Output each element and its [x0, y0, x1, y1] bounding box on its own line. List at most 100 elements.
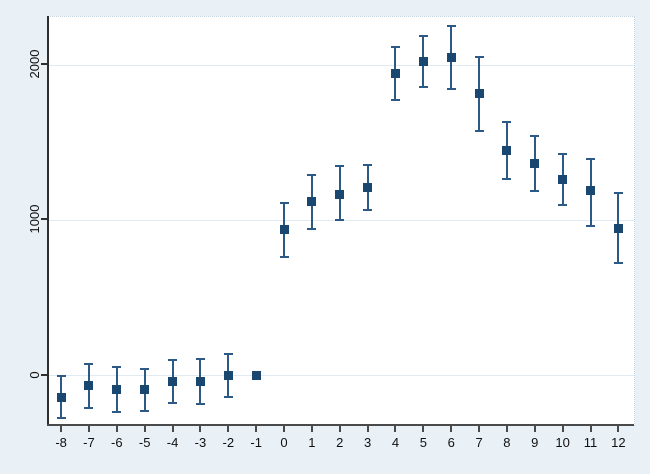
ci-cap-lower-t-3 [195, 402, 205, 405]
y-tick-0 [41, 373, 47, 376]
ci-cap-lower-t4 [390, 99, 400, 102]
ci-cap-lower-t-7 [84, 407, 94, 410]
x-tick-8 [505, 426, 508, 432]
ci-cap-lower-t-4 [168, 402, 178, 404]
ci-cap-lower-t12 [613, 262, 623, 265]
ci-cap-lower-t-6 [112, 411, 122, 414]
point-marker-t2 [335, 189, 345, 199]
x-tick-label--5: -5 [138, 435, 151, 450]
x-tick-label--7: -7 [83, 435, 95, 450]
point-marker-t-1 [251, 371, 261, 381]
point-marker-t5 [418, 56, 428, 66]
gridline-y-2000 [48, 64, 634, 66]
ci-cap-upper-t-4 [168, 358, 178, 361]
point-marker-t-6 [112, 385, 122, 395]
x-tick-label--4: -4 [166, 435, 179, 450]
ci-cap-upper-t6 [446, 25, 456, 28]
x-tick-1 [310, 426, 313, 432]
ci-cap-upper-t-3 [195, 357, 205, 360]
ci-cap-upper-t2 [335, 165, 345, 168]
point-marker-t-5 [140, 384, 150, 394]
y-tick-label-0: 0 [27, 371, 42, 379]
gridline-y-0 [48, 375, 634, 377]
x-tick--8 [60, 426, 63, 432]
x-tick--5 [143, 426, 146, 432]
ci-cap-lower-t11 [586, 224, 596, 227]
point-marker-t1 [307, 197, 317, 207]
x-tick-4 [394, 426, 397, 432]
ci-cap-lower-t6 [446, 88, 456, 91]
point-marker-t8 [502, 146, 512, 156]
ci-cap-lower-t1 [307, 228, 317, 231]
x-tick-label-11: 11 [583, 435, 598, 450]
x-tick-label-9: 9 [531, 435, 539, 450]
point-marker-t-3 [195, 376, 205, 386]
ci-cap-upper-t10 [558, 152, 568, 155]
x-tick-label-1: 1 [308, 435, 316, 450]
x-tick-5 [422, 426, 425, 432]
x-tick-11 [589, 426, 592, 432]
x-tick-label--2: -2 [222, 435, 235, 450]
ci-cap-upper-t0 [279, 201, 289, 204]
ci-cap-upper-t9 [530, 134, 540, 137]
x-tick--6 [115, 426, 118, 432]
point-marker-t-8 [56, 393, 66, 403]
plot-area [48, 16, 635, 426]
ci-cap-lower-t7 [474, 130, 484, 133]
x-tick-9 [533, 426, 536, 432]
x-tick-label--1: -1 [250, 435, 262, 450]
ci-cap-upper-t-2 [223, 353, 233, 356]
x-tick--2 [227, 426, 230, 432]
ci-cap-upper-t-6 [112, 366, 122, 369]
point-marker-t3 [363, 183, 373, 193]
ci-cap-upper-t-5 [140, 367, 150, 370]
ci-cap-upper-t3 [363, 164, 373, 167]
x-tick-label--8: -8 [55, 435, 67, 450]
point-marker-t0 [279, 225, 289, 235]
ci-cap-lower-t-5 [140, 409, 150, 412]
x-tick-label-6: 6 [447, 435, 455, 450]
x-tick-label-12: 12 [611, 435, 626, 450]
point-marker-t-2 [223, 371, 233, 381]
y-tick-1000 [41, 218, 47, 221]
y-tick-2000 [41, 63, 47, 66]
ci-cap-upper-t1 [307, 174, 317, 177]
x-tick--4 [171, 426, 174, 432]
point-marker-t10 [558, 174, 568, 184]
ci-cap-upper-t-8 [56, 374, 66, 377]
point-marker-t12 [613, 223, 623, 233]
y-tick-label-1000: 1000 [27, 205, 42, 234]
y-axis [47, 16, 49, 425]
point-marker-t11 [586, 186, 596, 196]
point-marker-t7 [474, 88, 484, 98]
x-tick-6 [450, 426, 453, 432]
point-marker-t4 [390, 69, 400, 79]
ci-cap-lower-t3 [363, 209, 373, 212]
ci-cap-lower-t10 [558, 203, 568, 206]
point-marker-t-4 [168, 376, 178, 386]
ci-cap-lower-t-2 [223, 395, 233, 398]
ci-cap-upper-t8 [502, 120, 512, 123]
ci-cap-upper-t4 [390, 45, 400, 48]
x-tick-12 [617, 426, 620, 432]
x-tick-2 [338, 426, 341, 432]
x-tick-label-0: 0 [280, 435, 288, 450]
x-tick-label-2: 2 [336, 435, 344, 450]
x-tick-label-8: 8 [503, 435, 511, 450]
x-tick-label--6: -6 [111, 435, 123, 450]
ci-cap-lower-t5 [418, 85, 428, 88]
x-tick-0 [283, 426, 286, 432]
ci-cap-lower-t8 [502, 177, 512, 180]
x-tick-label-10: 10 [555, 435, 570, 450]
point-marker-t-7 [84, 380, 94, 390]
point-marker-t6 [446, 52, 456, 62]
x-tick--1 [255, 426, 258, 432]
ci-cap-lower-t9 [530, 189, 540, 192]
point-marker-t9 [530, 159, 540, 169]
ci-cap-lower-t2 [335, 218, 345, 221]
ci-cap-upper-t12 [613, 191, 623, 194]
x-tick-label--3: -3 [194, 435, 207, 450]
x-tick-3 [366, 426, 369, 432]
x-tick-label-4: 4 [391, 435, 400, 450]
